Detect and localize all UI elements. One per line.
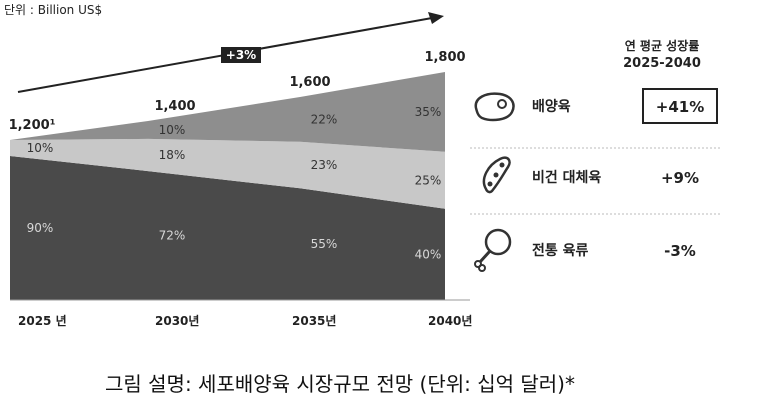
cagr-value-cultured: +41%: [656, 98, 704, 116]
cagr-value-vegan: +9%: [661, 169, 699, 187]
total-label: 1,400: [154, 99, 195, 114]
legend-name-vegan: 비건 대체육: [532, 169, 601, 186]
x-axis-label: 2035년: [292, 314, 336, 328]
x-axis-label: 2030년: [155, 314, 199, 328]
steak-icon: [474, 92, 515, 122]
share-label: 90%: [27, 221, 54, 235]
share-label: 35%: [415, 105, 442, 119]
share-label: 25%: [415, 173, 442, 187]
cagr-highlight-box: [642, 88, 718, 124]
soybean-icon: [482, 156, 511, 194]
share-label: 40%: [415, 247, 442, 261]
x-axis-labels: 2025 년 2030년 2035년 2040년: [18, 314, 472, 328]
cagr-value-traditional: -3%: [664, 242, 696, 260]
total-labels: 1,200¹ 1,400 1,600 1,800: [9, 50, 466, 133]
area-layers: [10, 72, 445, 300]
cagr-header-line1: 연 평균 성장률: [625, 38, 700, 53]
x-axis-label: 2025 년: [18, 314, 67, 328]
share-label: 10%: [159, 123, 186, 137]
unit-label: 단위 : Billion US$: [4, 3, 102, 17]
area-vegan: [10, 138, 445, 209]
share-label: 10%: [27, 141, 54, 155]
legend-name-cultured: 배양육: [532, 99, 571, 115]
drumstick-icon: [474, 228, 512, 272]
trend-arrowhead: [428, 12, 444, 24]
cagr-header-line2: 2025-2040: [623, 56, 701, 71]
share-label: 18%: [159, 148, 186, 162]
area-traditional: [10, 156, 445, 300]
area-cultured: [10, 72, 445, 152]
x-axis-label: 2040년: [428, 314, 472, 328]
trend-label: +3%: [226, 48, 256, 62]
total-label: 1,600: [289, 75, 330, 90]
legend-name-traditional: 전통 육류: [532, 242, 589, 259]
share-label: 72%: [159, 229, 186, 243]
total-label: 1,800: [424, 50, 465, 65]
share-labels: 90% 72% 55% 40% 10% 18% 23% 25% 10% 22% 35%: [27, 105, 442, 261]
share-label: 22%: [311, 112, 338, 126]
trend-badge: [221, 47, 261, 63]
share-label: 23%: [311, 158, 338, 172]
figure-caption: 그림 설명: 세포배양육 시장규모 전망 (단위: 십억 달러)*: [105, 372, 575, 396]
share-label: 55%: [311, 237, 338, 251]
total-label: 1,200¹: [9, 118, 56, 133]
